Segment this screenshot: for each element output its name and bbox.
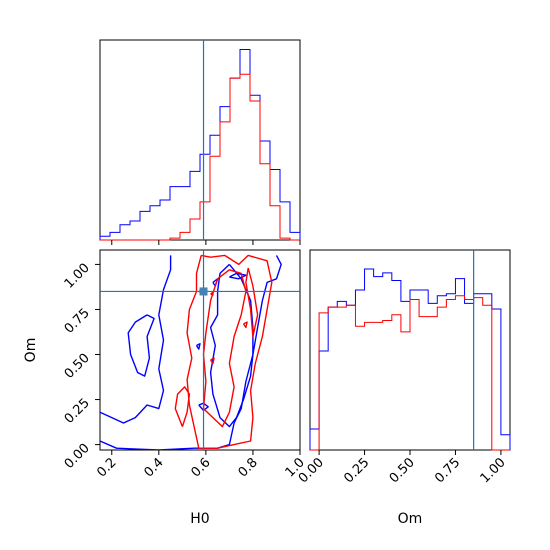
contour-x-ticks: 0.2 0.4 0.6 0.8 1.0 <box>94 450 308 480</box>
contour-frame <box>99 249 301 451</box>
y-axis-label-om: Om <box>23 338 39 363</box>
contour-1-7 <box>210 291 214 296</box>
om-x-tick-label-4: 1.00 <box>478 455 509 486</box>
contour-0-3 <box>127 314 155 377</box>
hist-series-h0-1 <box>100 73 300 241</box>
h0-tick-label-1: 0.4 <box>141 455 166 480</box>
om-histogram-frame <box>309 249 511 451</box>
hist-series-h0-0 <box>99 49 301 240</box>
contour-0-7 <box>93 427 98 432</box>
x-axis-label-om: Om <box>398 511 423 527</box>
contour-1-2 <box>174 386 191 427</box>
h0-histogram-marks <box>99 40 301 245</box>
om-y-tick-label-1: 0.25 <box>62 396 93 427</box>
om-histogram-panel: 0.00 0.25 0.50 0.75 1.00 Om <box>296 249 511 527</box>
contour-1-1 <box>202 269 247 428</box>
contour-1-6 <box>242 321 248 329</box>
contour-0-0 <box>100 255 172 424</box>
contour-y-ticks: 0.00 0.25 0.50 0.75 1.00 <box>62 261 100 472</box>
h0-tick-label-2: 0.6 <box>188 455 213 480</box>
h0-tick-label-0: 0.2 <box>94 455 119 480</box>
contour-0-5 <box>198 402 209 412</box>
contour-panel: 0.2 0.4 0.6 0.8 1.0 0.000.250.500.751.00 H0 … <box>23 249 308 527</box>
om-histogram-marks <box>309 250 511 451</box>
contour-0-4 <box>229 272 247 280</box>
contour-1-5 <box>210 357 215 365</box>
truth-marker <box>199 287 208 296</box>
contour-1-0 <box>186 254 273 449</box>
h0-histogram-frame <box>99 39 301 241</box>
h0-histogram-panel <box>99 39 301 245</box>
contour-1-3 <box>245 267 259 338</box>
contour-0-6 <box>195 343 201 350</box>
om-y-tick-label-4: 1.00 <box>62 261 93 292</box>
contour-marks <box>93 250 300 450</box>
hist-series-om-0 <box>309 268 511 450</box>
om-x-tick-label-2: 0.50 <box>387 455 418 486</box>
h0-tick-label-3: 0.8 <box>236 455 261 480</box>
hist-series-om-1 <box>310 295 510 451</box>
om-y-tick-label-2: 0.50 <box>62 351 93 382</box>
om-histogram-x-ticks: 0.00 0.25 0.50 0.75 1.00 <box>296 450 509 486</box>
x-axis-label-h0: H0 <box>190 511 209 527</box>
om-x-tick-label-3: 0.75 <box>432 455 463 486</box>
om-y-tick-label-3: 0.75 <box>62 306 93 337</box>
om-y-tick-label-0: 0.00 <box>62 441 93 472</box>
contour-lines <box>93 254 282 450</box>
om-x-tick-label-1: 0.25 <box>341 455 372 486</box>
